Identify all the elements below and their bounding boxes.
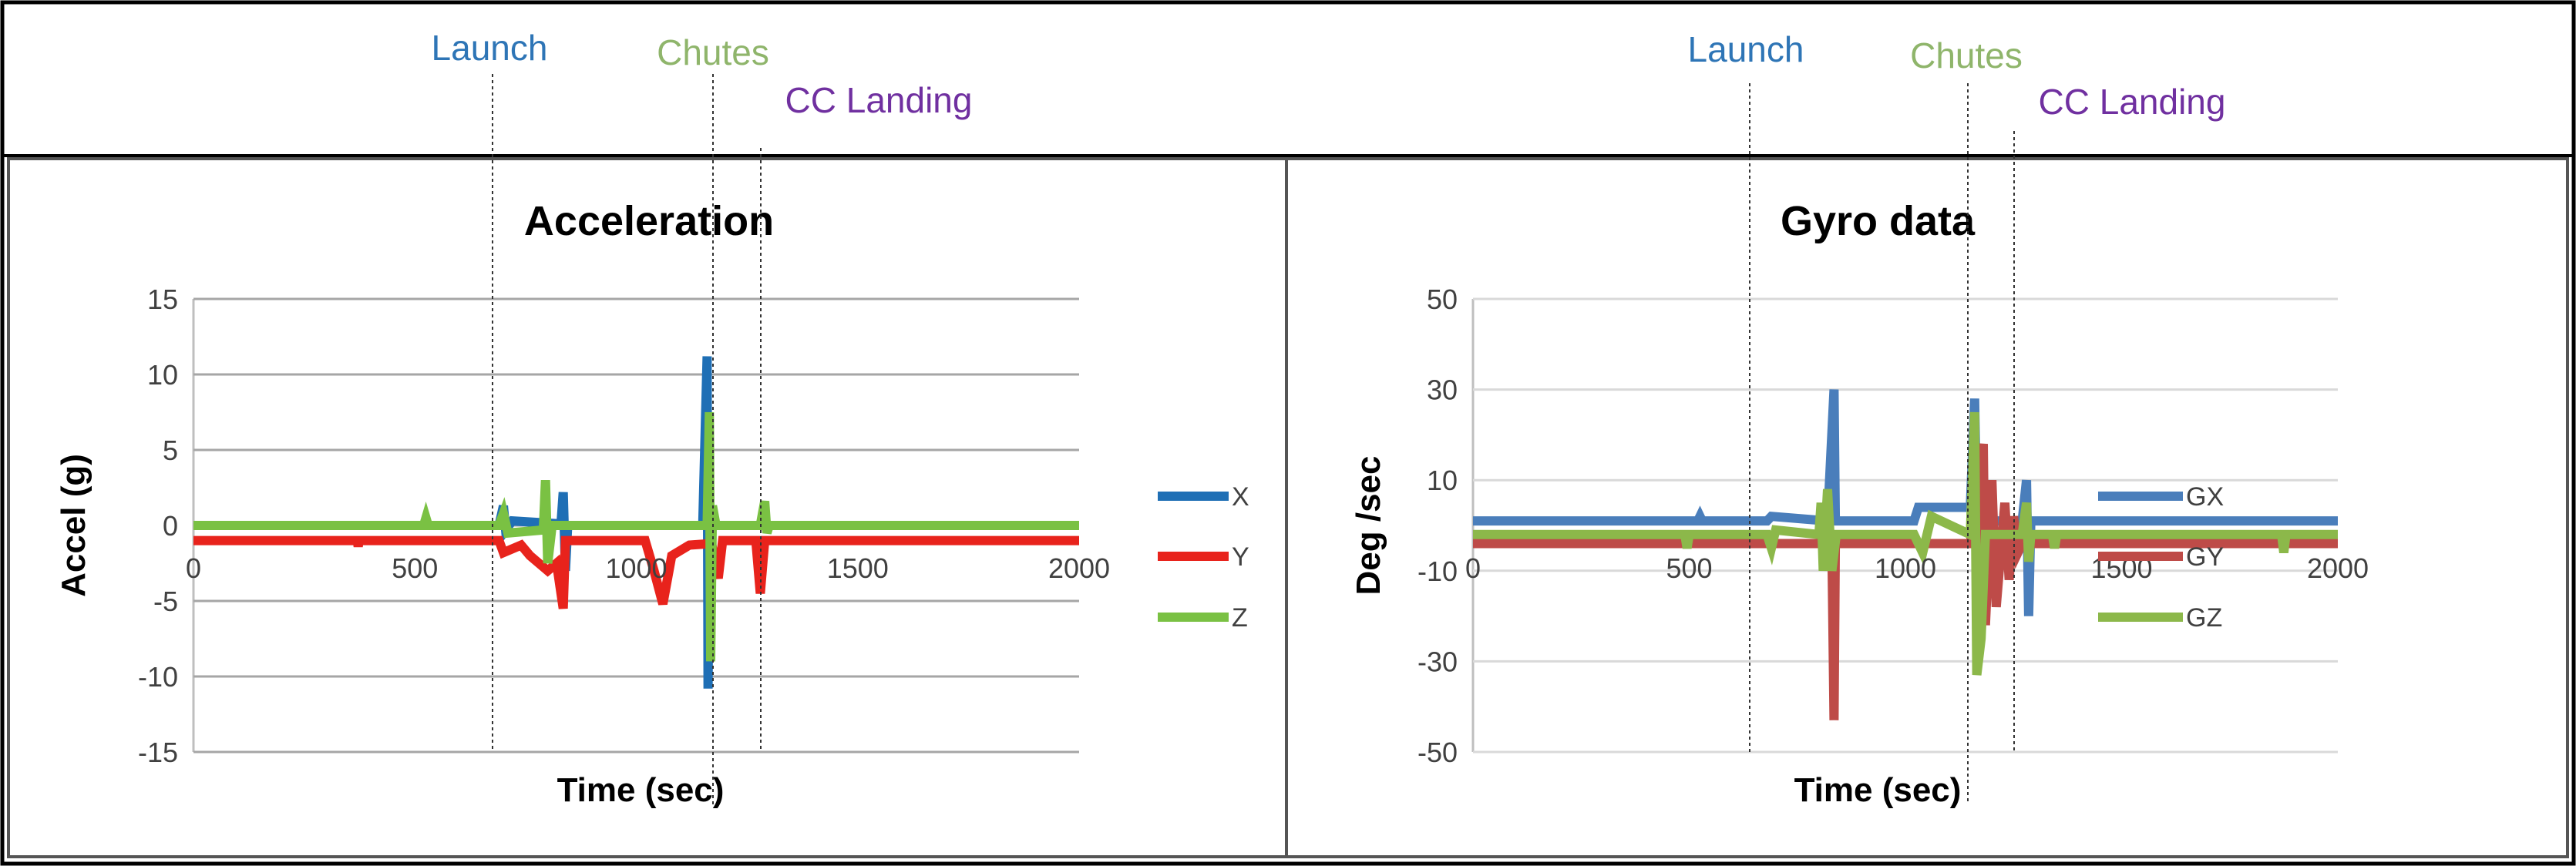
launch-label: Launch (432, 28, 548, 68)
y-axis-label: Deg /sec (1350, 456, 1387, 596)
y-tick-label: 5 (163, 435, 178, 466)
x-tick-label: 500 (1666, 552, 1712, 584)
cc-landing-label: CC Landing (2039, 82, 2226, 122)
legend: XY Z (1158, 482, 1249, 633)
legend-label: GX (2186, 482, 2224, 512)
chutes-label: Chutes (657, 32, 769, 72)
chart-title: Gyro data (1781, 198, 1976, 244)
y-tick-label: 30 (1427, 374, 1458, 406)
x-tick-label: 2000 (2307, 552, 2369, 584)
series-gz-line (1473, 411, 2338, 676)
series-z-line (193, 411, 1079, 662)
gridlines (192, 297, 1079, 754)
y-tick-label: -10 (1417, 556, 1458, 587)
legend-label: GZ (2186, 603, 2222, 633)
legend-label: Y (1232, 542, 1249, 572)
y-tick-label: -30 (1417, 646, 1458, 677)
legend-label: Z (1232, 603, 1248, 633)
series-lines (193, 356, 1079, 689)
acceleration-chart: Acceleration 15 10 5 0 -5 -10 -15 0 500 1000 1500 2… (55, 198, 1249, 809)
y-tick-label: 50 (1427, 284, 1458, 315)
series-y-line (193, 535, 1079, 609)
y-tick-label: 0 (163, 510, 178, 542)
series-lines (1473, 389, 2338, 720)
y-axis-label: Accel (g) (55, 454, 92, 597)
y-tick-label: 10 (1427, 465, 1458, 496)
y-tick-label: -5 (153, 586, 178, 617)
x-tick-label: 500 (392, 552, 438, 584)
right-panel (1285, 157, 2569, 858)
x-tick-label: 0 (186, 552, 201, 584)
legend-label: GY (2186, 542, 2224, 572)
x-tick-label: 0 (1465, 552, 1481, 584)
x-axis-label: Time (sec) (1794, 771, 1962, 809)
chutes-label: Chutes (1910, 35, 2023, 76)
y-tick-label: -50 (1417, 737, 1458, 768)
launch-label: Launch (1688, 29, 1804, 69)
gridlines (1471, 297, 2338, 754)
y-tick-label: -15 (138, 737, 178, 768)
legend-label: X (1232, 482, 1249, 512)
x-tick-label: 2000 (1048, 552, 1110, 584)
y-tick-label: 15 (147, 284, 178, 315)
x-tick-label: 1000 (1875, 552, 1936, 584)
event-markers: Launch Chutes CC Landing Launch Chutes C… (432, 28, 2226, 804)
x-tick-label: 1500 (827, 552, 889, 584)
y-tick-label: 10 (147, 359, 178, 391)
cc-landing-label: CC Landing (785, 80, 973, 120)
chart-title: Acceleration (524, 198, 774, 244)
x-axis-label: Time (sec) (557, 771, 725, 809)
y-tick-label: -10 (138, 661, 178, 693)
x-tick-label: 1000 (605, 552, 667, 584)
series-gy-line (1473, 443, 2338, 720)
tick-labels: 15 10 5 0 -5 -10 -15 0 500 1000 1500 2000 (138, 284, 1110, 768)
series-gx-line (1473, 389, 2338, 616)
legend: GX GY GZ (2098, 482, 2224, 633)
